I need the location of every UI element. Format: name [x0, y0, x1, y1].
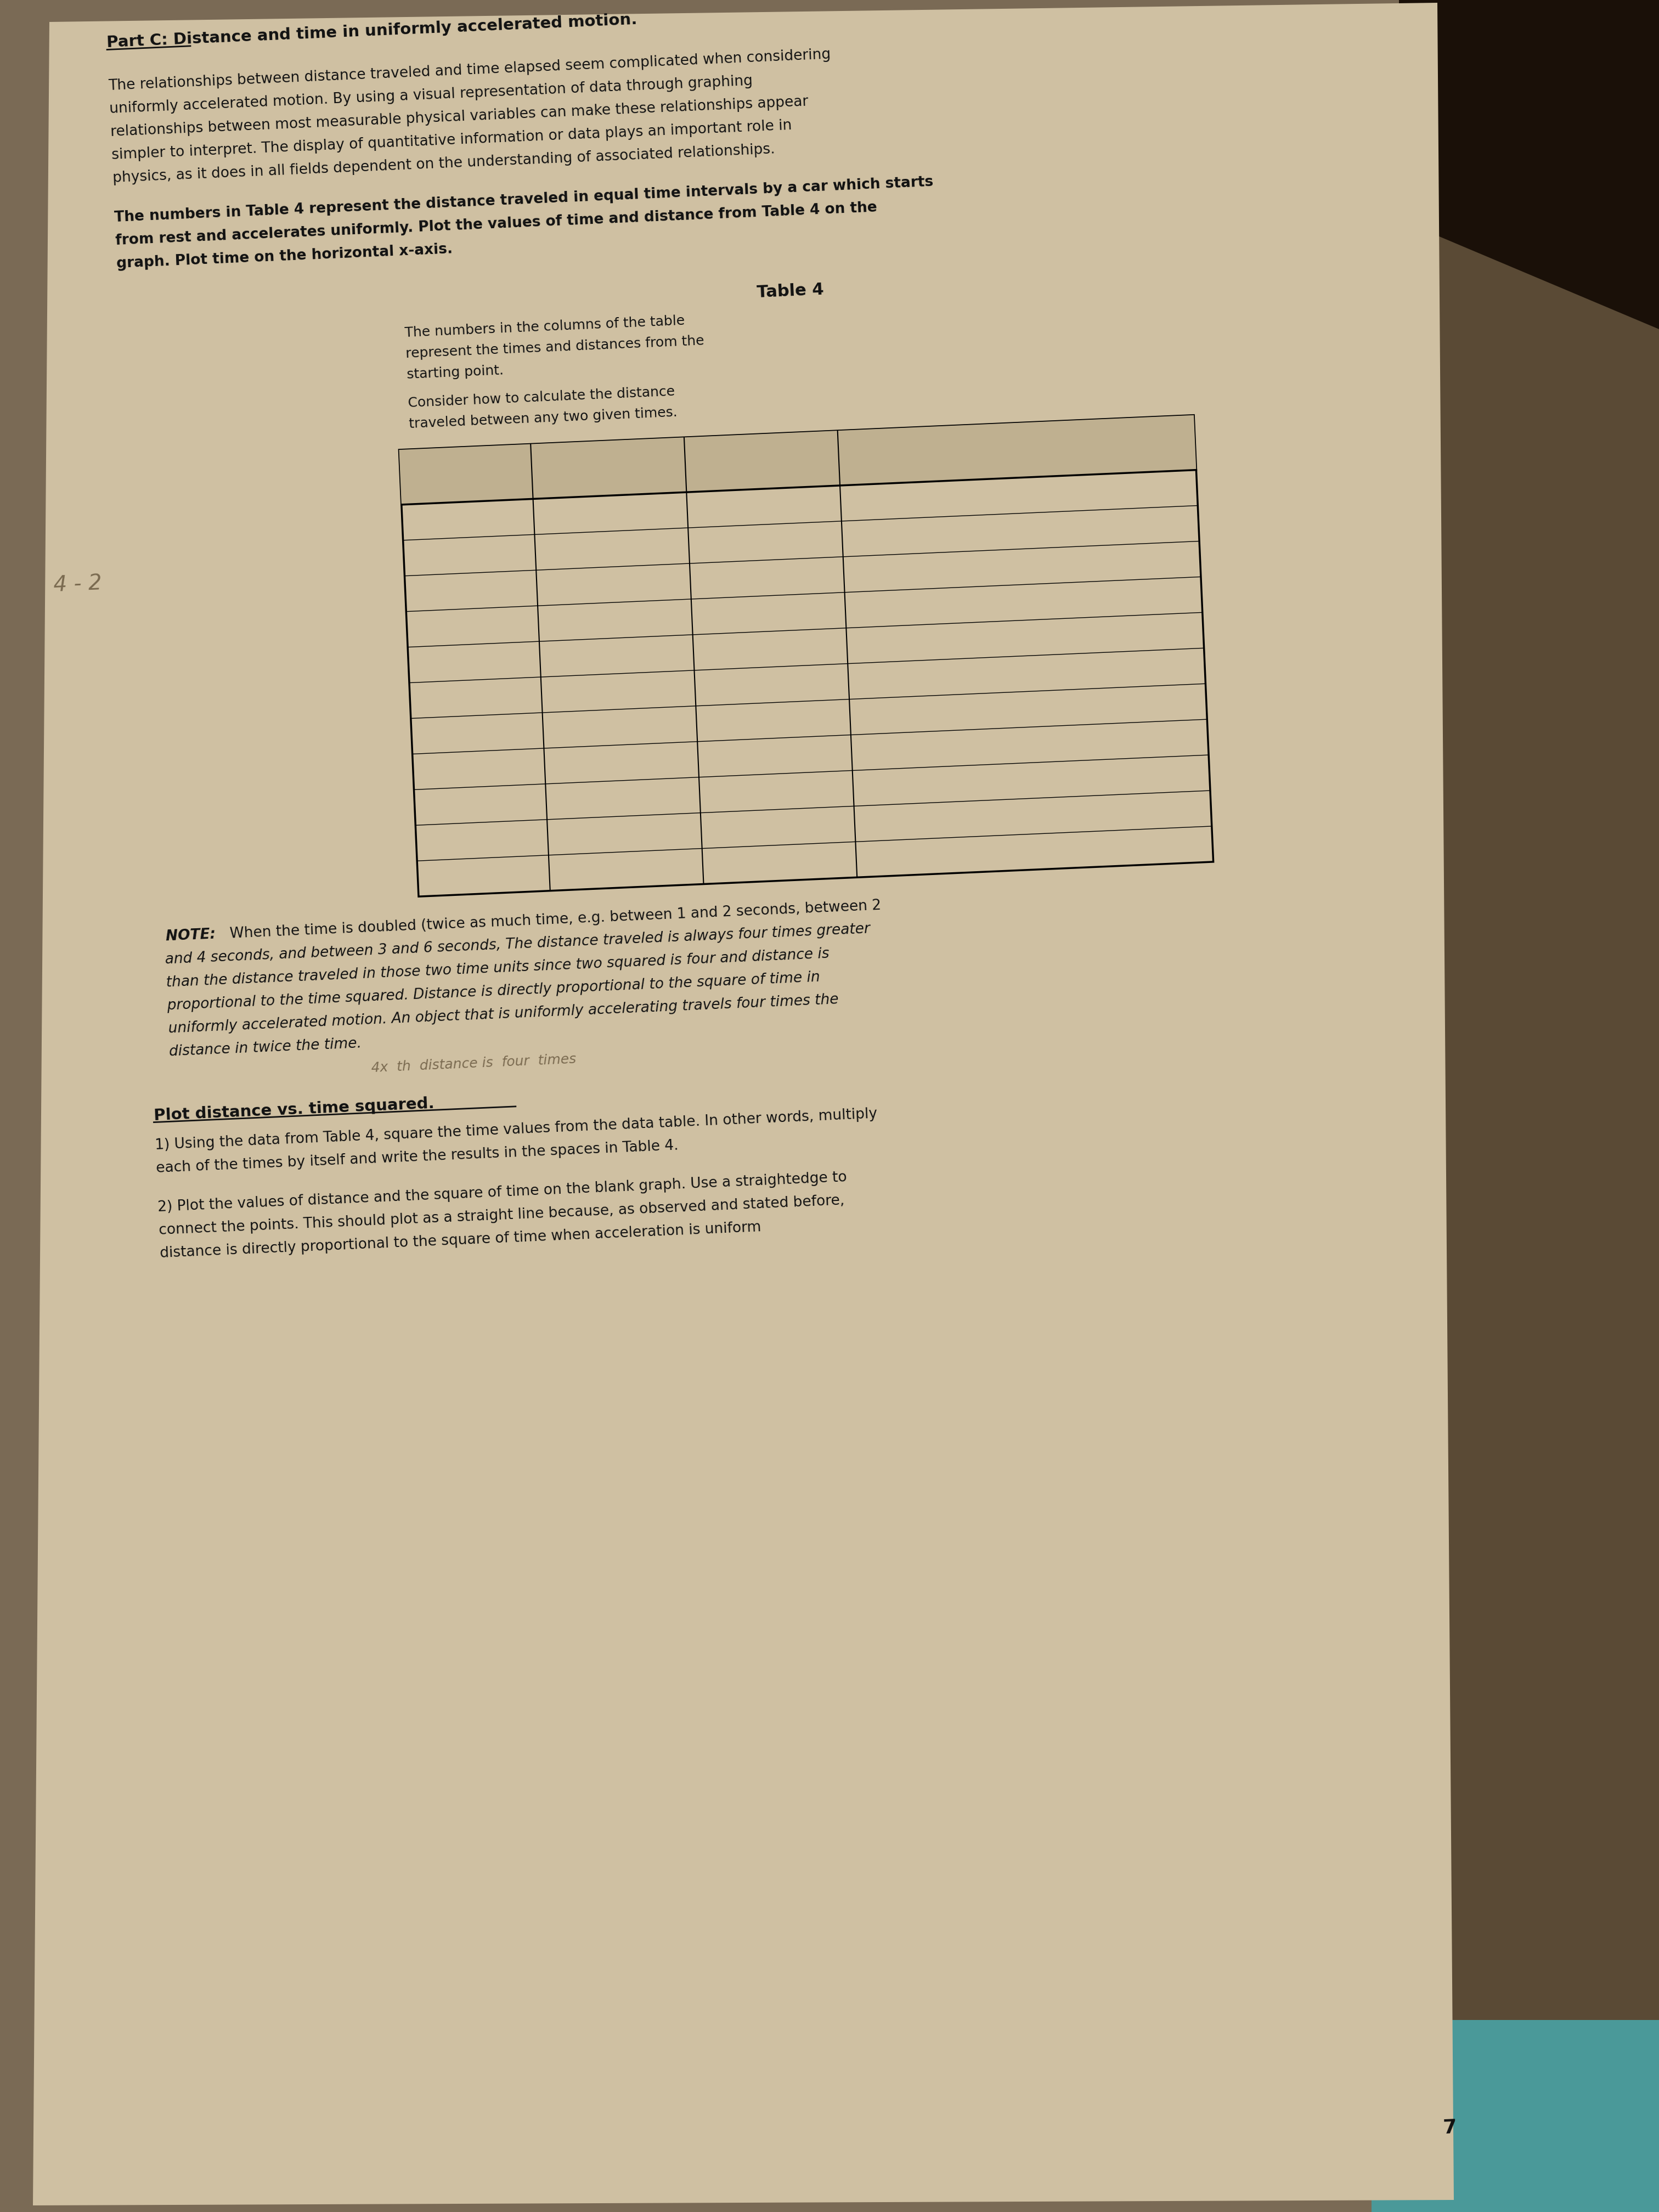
Text: 49: 49 — [1020, 741, 1039, 754]
Text: 36: 36 — [1019, 706, 1037, 719]
Text: 9: 9 — [478, 836, 486, 849]
Text: physics, as it does in all fields dependent on the understanding of associated r: physics, as it does in all fields depend… — [113, 142, 775, 186]
Text: Plot distance vs. time squared.: Plot distance vs. time squared. — [153, 1095, 435, 1124]
Text: connect the points. This should plot as a straight line because, as observed and: connect the points. This should plot as … — [158, 1194, 844, 1239]
Text: 25: 25 — [1017, 670, 1035, 684]
Text: 72: 72 — [611, 723, 629, 737]
Text: 64: 64 — [1022, 776, 1040, 790]
Text: The relationships between distance traveled and time elapsed seem complicated wh: The relationships between distance trave… — [108, 49, 831, 93]
Text: distance in twice the time.: distance in twice the time. — [151, 1035, 362, 1060]
Text: starting point.: starting point. — [406, 365, 504, 380]
Polygon shape — [1399, 0, 1659, 330]
Text: 162: 162 — [611, 830, 639, 845]
Text: Table 4: Table 4 — [757, 281, 825, 301]
Polygon shape — [400, 416, 1213, 896]
Text: 50: 50 — [609, 688, 627, 701]
Text: 3: 3 — [468, 624, 478, 637]
Text: 100: 100 — [1022, 847, 1048, 863]
Text: 6: 6 — [473, 730, 483, 743]
Text: 4: 4 — [1017, 564, 1027, 577]
Text: 8: 8 — [609, 582, 619, 595]
Text: 20: 20 — [763, 681, 781, 695]
Text: 1: 1 — [465, 551, 474, 564]
Text: 1: 1 — [1015, 526, 1025, 542]
Text: and 4 seconds, and between 3 and 6 seconds, The distance traveled is always four: and 4 seconds, and between 3 and 6 secon… — [146, 922, 871, 967]
Text: velocity
(m/sec): velocity (m/sec) — [732, 438, 791, 469]
Text: 2: 2 — [466, 586, 476, 602]
Polygon shape — [33, 2, 1453, 2205]
Text: 4x  th  distance is  four  times: 4x th distance is four times — [372, 1053, 576, 1075]
Text: time
(sec): time (sec) — [448, 451, 484, 482]
Text: simpler to interpret. The display of quantitative information or data plays an i: simpler to interpret. The display of qua… — [111, 119, 793, 161]
Text: 0: 0 — [463, 515, 473, 529]
Text: 12: 12 — [760, 611, 778, 624]
Text: 5: 5 — [471, 695, 481, 708]
Text: distance is directly proportional to the square of time when acceleration is uni: distance is directly proportional to the… — [159, 1221, 761, 1261]
Bar — [1399, 0, 1659, 2212]
Text: 4: 4 — [761, 538, 770, 553]
Text: 0: 0 — [760, 502, 768, 515]
Text: 200: 200 — [612, 865, 640, 880]
Text: from rest and accelerates uniformly. Plot the values of time and distance from T: from rest and accelerates uniformly. Plo… — [114, 201, 878, 248]
Text: 7: 7 — [1443, 2119, 1457, 2137]
Text: 128: 128 — [611, 794, 637, 810]
Text: 1) Using the data from Table 4, square the time values from the data table. In o: 1) Using the data from Table 4, square t… — [154, 1106, 878, 1152]
Text: relationships between most measurable physical variables can make these relation: relationships between most measurable ph… — [111, 95, 808, 139]
Text: 7: 7 — [474, 765, 484, 779]
Text: 98: 98 — [612, 759, 630, 772]
Text: 81: 81 — [1024, 812, 1042, 825]
Text: 8: 8 — [763, 575, 771, 588]
Text: 16: 16 — [761, 646, 780, 659]
Text: When the time is doubled (twice as much time, e.g. between 1 and 2 seconds, betw: When the time is doubled (twice as much … — [226, 898, 881, 940]
Text: distance
(m): distance (m) — [577, 445, 640, 476]
Text: 36: 36 — [770, 823, 786, 838]
Text: Part C: Distance and time in uniformly accelerated motion.: Part C: Distance and time in uniformly a… — [106, 13, 637, 51]
Text: 4 - 2: 4 - 2 — [53, 573, 103, 595]
Text: The numbers in the columns of the table: The numbers in the columns of the table — [405, 314, 685, 341]
Text: Consider how to calculate the distance: Consider how to calculate the distance — [408, 385, 675, 409]
Text: traveled between any two given times.: traveled between any two given times. — [408, 405, 677, 431]
Text: The numbers in Table 4 represent the distance traveled in equal time intervals b: The numbers in Table 4 represent the dis… — [114, 175, 934, 226]
Text: proportional to the time squared. Distance is directly proportional to the squar: proportional to the time squared. Distan… — [149, 971, 820, 1013]
Text: each of the times by itself and write the results in the spaces in Table 4.: each of the times by itself and write th… — [156, 1139, 679, 1175]
Text: 18: 18 — [606, 617, 624, 630]
Text: 24: 24 — [765, 717, 783, 730]
Text: 2) Plot the values of distance and the square of time on the blank graph. Use a : 2) Plot the values of distance and the s… — [158, 1170, 848, 1214]
Text: 32: 32 — [607, 653, 625, 666]
Text: 8: 8 — [476, 801, 486, 814]
Text: 9: 9 — [1019, 599, 1029, 613]
Polygon shape — [400, 416, 1196, 504]
Text: 10: 10 — [474, 872, 493, 885]
Text: 40: 40 — [771, 858, 788, 874]
Text: 2: 2 — [607, 544, 617, 560]
Text: 4: 4 — [469, 659, 479, 672]
Text: time
squared
(sec²): time squared (sec²) — [985, 427, 1047, 473]
Text: graph. Plot time on the horizontal x-axis.: graph. Plot time on the horizontal x-axi… — [116, 241, 453, 272]
Text: 32: 32 — [768, 787, 786, 801]
Text: NOTE:: NOTE: — [146, 927, 216, 945]
Text: than the distance traveled in those two time units since two squared is four and: than the distance traveled in those two … — [148, 947, 830, 991]
Text: 16: 16 — [1017, 635, 1034, 648]
Text: 0: 0 — [1014, 491, 1024, 504]
Bar — [1372, 2020, 1659, 2212]
Text: represent the times and distances from the: represent the times and distances from t… — [405, 334, 705, 361]
Text: 0: 0 — [606, 509, 615, 524]
Text: uniformly accelerated motion. By using a visual representation of data through g: uniformly accelerated motion. By using a… — [109, 75, 753, 117]
Text: 28: 28 — [766, 752, 785, 765]
Text: uniformly accelerated motion. An object that is uniformly accelerating travels f: uniformly accelerated motion. An object … — [149, 993, 839, 1037]
